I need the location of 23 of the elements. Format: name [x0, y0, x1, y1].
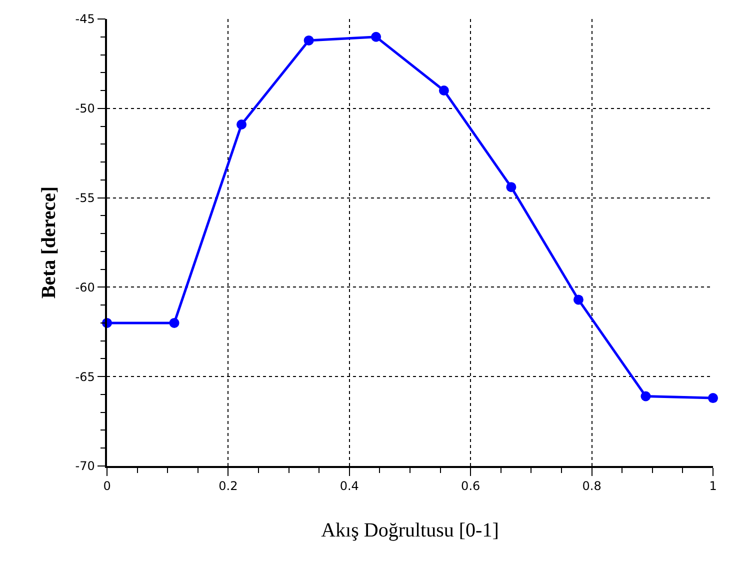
point	[438, 86, 449, 96]
x-tick-label: 0	[103, 479, 111, 494]
point	[506, 182, 516, 192]
x-tick-label: 0.6	[461, 479, 480, 494]
point	[640, 391, 651, 402]
y-tick-label: -70	[75, 459, 95, 474]
point	[573, 294, 584, 305]
y-tick-label: -65	[75, 370, 95, 384]
point	[169, 318, 180, 328]
point	[371, 32, 382, 42]
y-tick-label: -45	[75, 12, 95, 26]
y-tick-label: -55	[75, 191, 95, 205]
point	[304, 35, 314, 46]
x-tick-label: 0.2	[218, 479, 238, 494]
x-tick-label: 0.4	[340, 479, 359, 494]
y-tick-label: -50	[75, 102, 95, 116]
x-tick-label: 0.8	[582, 479, 602, 494]
y-tick-label: -60	[75, 280, 95, 294]
point	[708, 393, 718, 404]
point	[236, 119, 247, 130]
x-tick-label: 1	[709, 479, 717, 494]
y-axis-title: Beta [derece]	[38, 186, 60, 299]
x-axis-title: Akış Doğrultusu [0-1]	[321, 520, 499, 542]
